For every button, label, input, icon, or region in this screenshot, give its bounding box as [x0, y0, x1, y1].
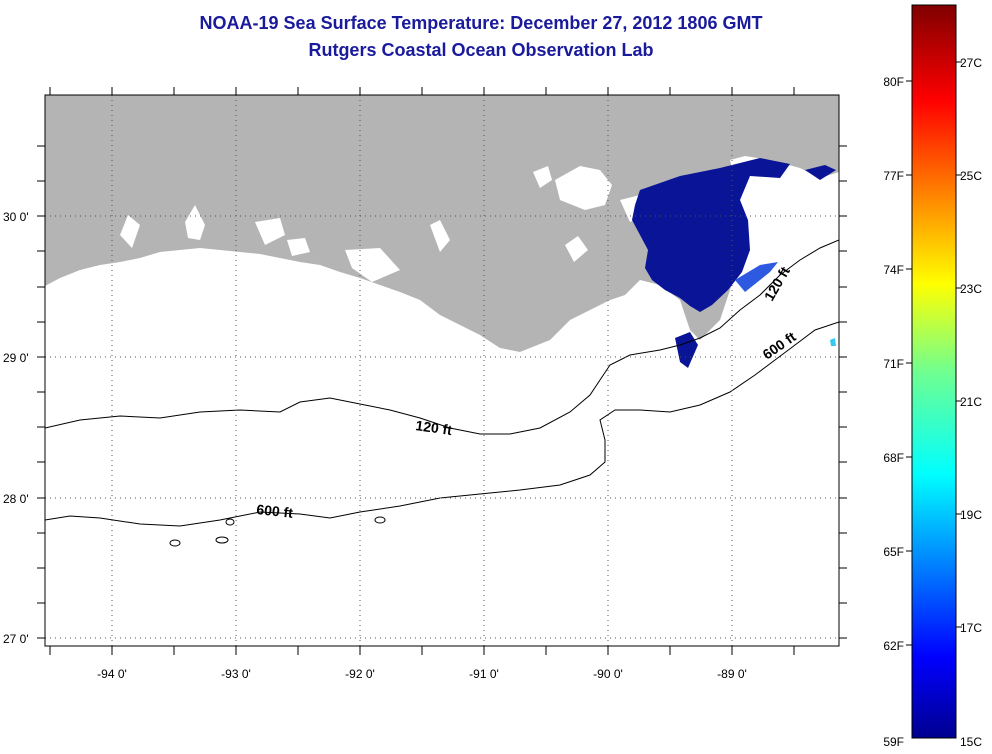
lon-label: -91 0' [469, 667, 499, 681]
colorbar-label-c: 27C [960, 56, 982, 70]
lon-label: -89 0' [717, 667, 747, 681]
colorbar-label-c: 25C [960, 169, 982, 183]
lake [430, 220, 450, 252]
lat-ticks [37, 145, 847, 639]
lake [533, 166, 552, 188]
lon-ticks [49, 87, 795, 655]
map-title: NOAA-19 Sea Surface Temperature: Decembe… [199, 13, 763, 33]
sst-cold-water [805, 165, 836, 180]
map-subtitle: Rutgers Coastal Ocean Observation Lab [308, 40, 654, 60]
lat-label: 27 0' [3, 632, 29, 646]
colorbar-label-c: 19C [960, 508, 982, 522]
colorbar-label-f: 65F [883, 545, 904, 559]
lon-label: -92 0' [345, 667, 375, 681]
lat-label: 28 0' [3, 492, 29, 506]
lake [120, 215, 140, 248]
colorbar-label-c: 21C [960, 395, 982, 409]
graticule [45, 95, 839, 646]
lake [565, 236, 588, 262]
sst-cold-water [632, 158, 790, 312]
lake [345, 248, 400, 282]
lake [255, 218, 285, 245]
lake [287, 238, 310, 256]
lake [555, 166, 612, 210]
colorbar-label-f: 62F [883, 639, 904, 653]
lon-label: -94 0' [97, 667, 127, 681]
contour-120ft [45, 239, 839, 435]
colorbar [911, 4, 957, 739]
lake [185, 205, 205, 240]
colorbar-label-c: 17C [960, 621, 982, 635]
colorbar-label-c: 15C [960, 735, 982, 749]
colorbar-label-f: 74F [883, 263, 904, 277]
lat-label: 29 0' [3, 351, 29, 365]
sst-warm-spot [830, 338, 836, 346]
sst-mid-water [735, 262, 778, 292]
colorbar-label-f: 80F [883, 75, 904, 89]
plot-frame [44, 94, 840, 647]
lon-label: -90 0' [593, 667, 623, 681]
colorbar-ticks [906, 61, 962, 646]
contour-600ft [45, 321, 839, 527]
colorbar-label-f: 68F [883, 451, 904, 465]
colorbar-label-f: 77F [883, 169, 904, 183]
colorbar-label-c: 23C [960, 282, 982, 296]
colorbar-label-f: 71F [883, 357, 904, 371]
lon-label: -93 0' [221, 667, 251, 681]
colorbar-label-f: 59F [883, 735, 904, 749]
lat-label: 30 0' [3, 210, 29, 224]
contour-label-600ft: 600 ft [256, 501, 294, 521]
land-mass [45, 95, 839, 352]
contour-label-120ft: 120 ft [415, 417, 454, 438]
